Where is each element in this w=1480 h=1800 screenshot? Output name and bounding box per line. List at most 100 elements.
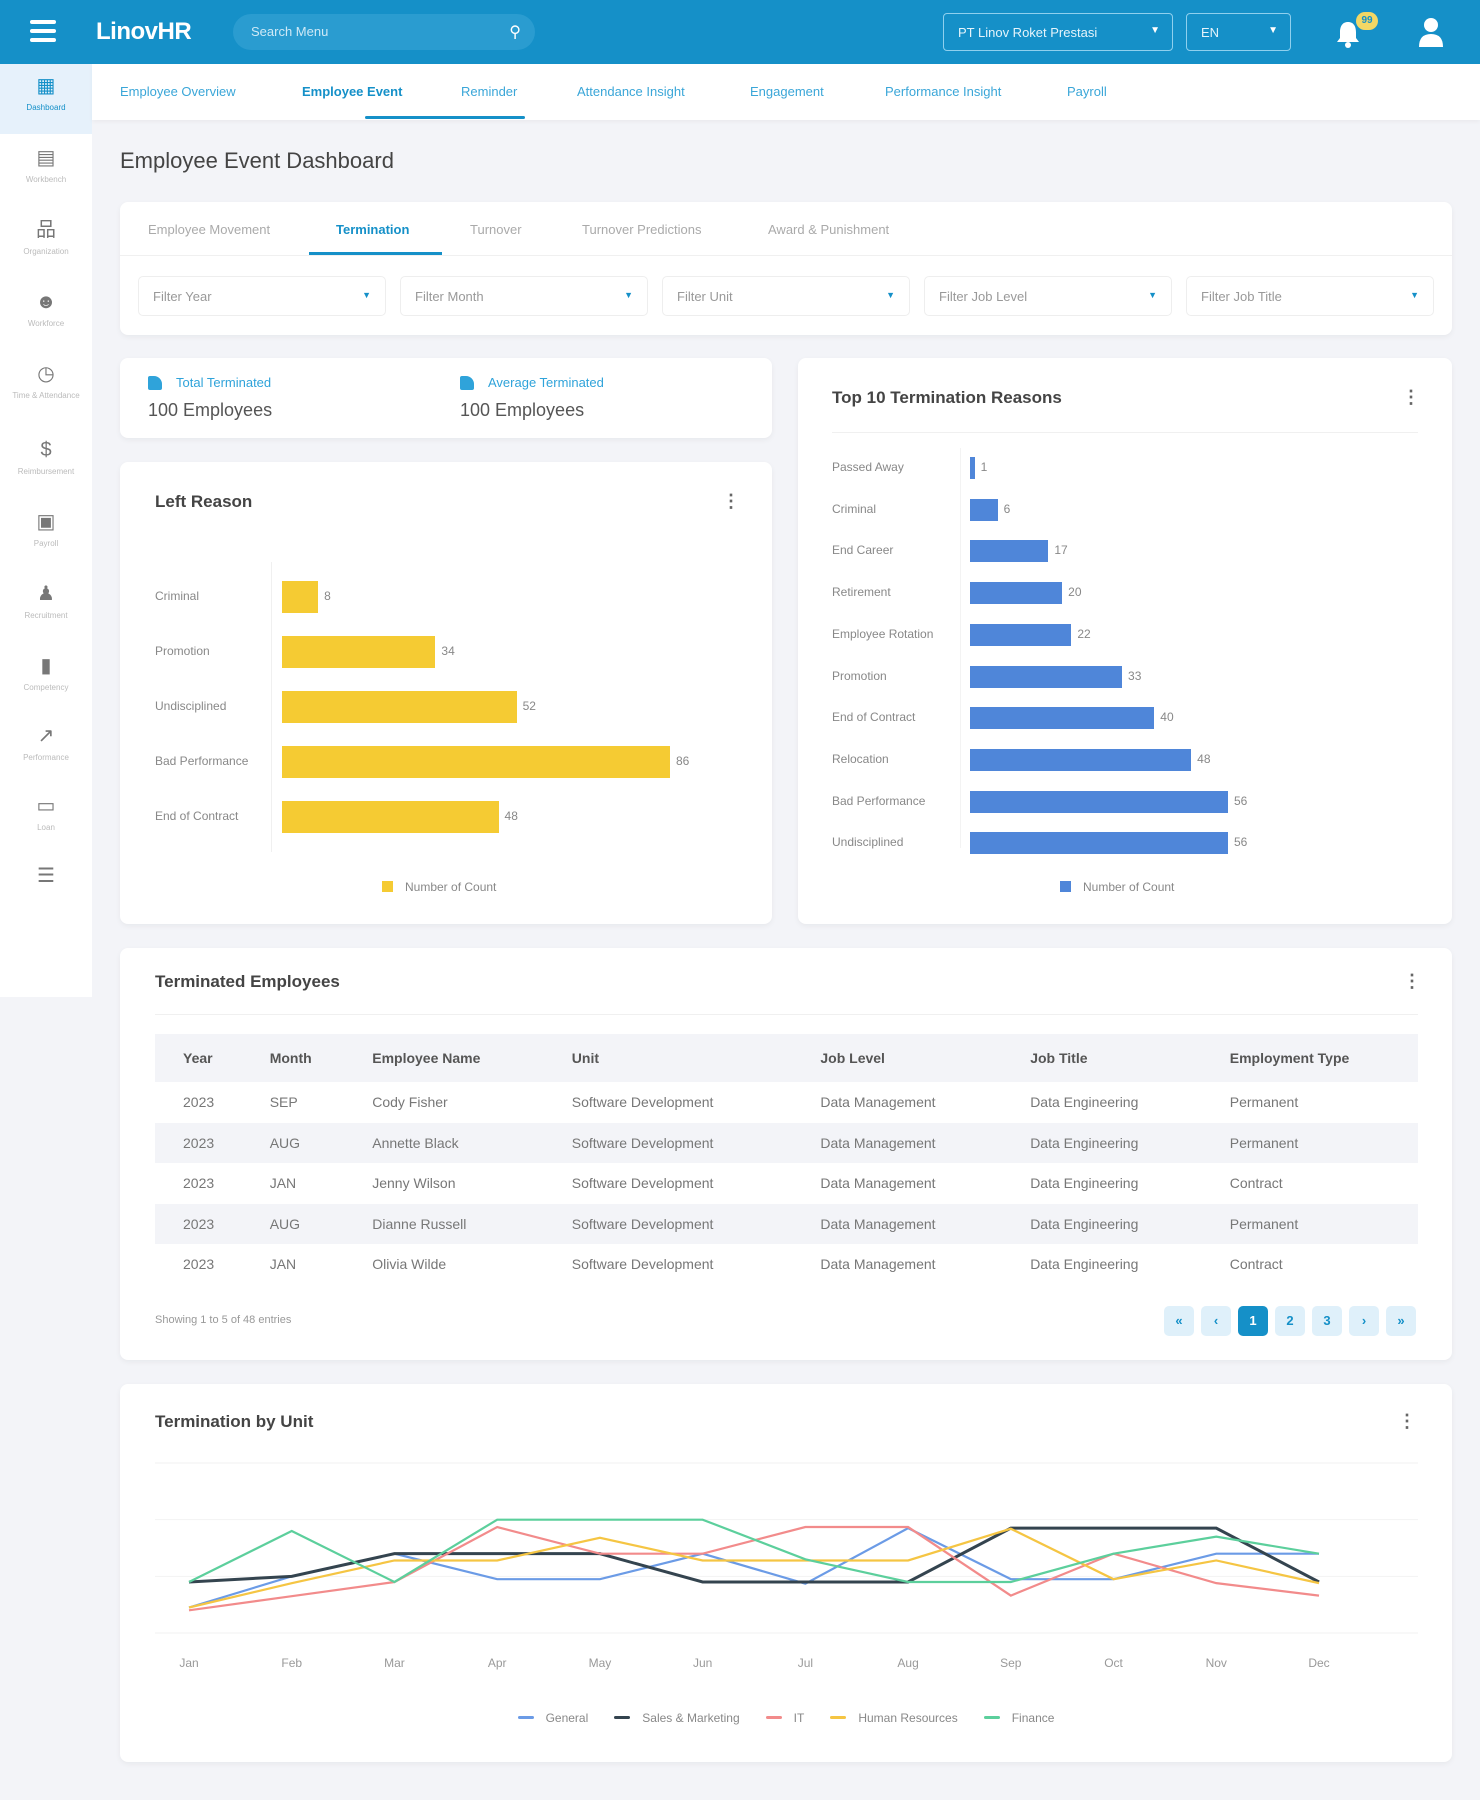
table-cell: Data Management: [820, 1175, 936, 1192]
sidebar-item-reimbursement[interactable]: $ Reimbursement: [0, 428, 92, 498]
bar[interactable]: [970, 623, 1072, 646]
company-select[interactable]: PT Linov Roket Prestasi ▼: [943, 13, 1173, 51]
bar[interactable]: [282, 746, 670, 778]
user-avatar-icon[interactable]: [1418, 16, 1444, 48]
bar[interactable]: [282, 691, 517, 723]
x-tick-label: Sep: [1000, 1656, 1022, 1670]
bar[interactable]: [282, 801, 499, 833]
tab-engagement[interactable]: Engagement: [750, 84, 824, 99]
table-row[interactable]: 2023 JAN Olivia Wilde Software Development D…: [155, 1244, 1418, 1285]
legend-item[interactable]: IT: [765, 1711, 804, 1725]
table-cell: Jenny Wilson: [372, 1175, 456, 1192]
column-header[interactable]: Month: [241, 1034, 345, 1082]
bar-label: Criminal: [832, 501, 877, 516]
column-header[interactable]: Employee Name: [344, 1034, 544, 1082]
subtab-turnover[interactable]: Turnover: [470, 222, 522, 237]
more-options-icon[interactable]: ⋮: [1402, 387, 1420, 407]
bell-icon[interactable]: [1336, 20, 1360, 48]
filter-filter-year[interactable]: Filter Year ▼: [138, 276, 386, 316]
bar[interactable]: [282, 636, 436, 668]
sidebar-item-workforce[interactable]: ☻ Workforce: [0, 280, 92, 350]
bar[interactable]: [970, 457, 975, 479]
sidebar-item-recruitment[interactable]: ♟ Recruitment: [0, 572, 92, 642]
filter-filter-job-title[interactable]: Filter Job Title ▼: [1186, 276, 1434, 316]
sidebar-item-time-attendance[interactable]: ◷ Time & Attendance: [0, 352, 92, 422]
column-header[interactable]: Job Level: [792, 1034, 1003, 1082]
legend-item[interactable]: Sales & Marketing: [614, 1711, 740, 1725]
tab-performance-insight[interactable]: Performance Insight: [885, 84, 1002, 99]
legend-item[interactable]: Finance: [983, 1711, 1055, 1725]
pagination-button[interactable]: «: [1164, 1306, 1194, 1336]
x-tick-label: Apr: [487, 1656, 507, 1670]
table-row[interactable]: 2023 AUG Dianne Russell Software Developmen…: [155, 1203, 1418, 1244]
subtab-termination[interactable]: Termination: [336, 222, 410, 237]
search-icon[interactable]: ⚲: [509, 24, 521, 41]
bar[interactable]: [970, 498, 998, 521]
tab-employee-overview[interactable]: Employee Overview: [120, 84, 236, 99]
more-options-icon[interactable]: ⋮: [1398, 1411, 1416, 1431]
pagination-button[interactable]: 1: [1238, 1306, 1268, 1336]
pagination-button[interactable]: 2: [1275, 1306, 1305, 1336]
column-header[interactable]: Job Title: [1002, 1034, 1202, 1082]
bar-value-label: 40: [1160, 710, 1174, 725]
pagination-button[interactable]: ›: [1349, 1306, 1379, 1336]
column-header[interactable]: Unit: [543, 1034, 793, 1082]
company-value: PT Linov Roket Prestasi: [958, 25, 1098, 40]
bar[interactable]: [970, 748, 1192, 771]
language-select[interactable]: EN ▼: [1186, 13, 1291, 51]
legend-label: Human Resources: [858, 1711, 958, 1725]
legend-item[interactable]: General: [517, 1711, 589, 1725]
table-row[interactable]: 2023 AUG Annette Black Software Development…: [155, 1122, 1418, 1163]
column-header[interactable]: Year: [155, 1034, 242, 1082]
bar[interactable]: [970, 707, 1155, 730]
series-line-human-resources: [188, 1527, 1320, 1609]
pagination-button[interactable]: ‹: [1201, 1306, 1231, 1336]
tab-attendance-insight[interactable]: Attendance Insight: [577, 84, 685, 99]
notification-badge: 99: [1356, 12, 1378, 30]
filter-filter-job-level[interactable]: Filter Job Level ▼: [924, 276, 1172, 316]
tab-employee-event[interactable]: Employee Event: [302, 84, 403, 99]
bar[interactable]: [970, 665, 1123, 688]
sidebar-item-organization[interactable]: 品 Organization: [0, 208, 92, 278]
legend-label: General: [545, 1711, 589, 1725]
sidebar-item-workbench[interactable]: ▤ Workbench: [0, 136, 92, 206]
sidebar: ▦ Dashboard ▤ Workbench 品 Organization ☻ Workfo…: [0, 64, 92, 997]
filter-filter-month[interactable]: Filter Month ▼: [400, 276, 648, 316]
sidebar-item-competency[interactable]: ▮ Competency: [0, 644, 92, 714]
column-header[interactable]: Employment Type: [1201, 1034, 1418, 1082]
legend-item[interactable]: Number of Count: [1060, 880, 1174, 894]
table-row[interactable]: 2023 JAN Jenny Wilson Software Development D…: [155, 1163, 1418, 1204]
table-cell: 2023: [183, 1175, 215, 1192]
tab-reminder[interactable]: Reminder: [461, 84, 518, 99]
bar[interactable]: [970, 582, 1063, 605]
tab-payroll[interactable]: Payroll: [1067, 84, 1107, 99]
sidebar-item-more[interactable]: ☰: [0, 854, 92, 924]
bar[interactable]: [970, 832, 1228, 855]
sidebar-item-loan[interactable]: ▭ Loan: [0, 784, 92, 854]
search-input[interactable]: Search Menu ⚲: [233, 14, 535, 50]
x-tick-label: Jul: [797, 1656, 814, 1670]
bar[interactable]: [970, 540, 1049, 563]
table-cell: Permanent: [1201, 1203, 1418, 1244]
subtab-turnover-predictions[interactable]: Turnover Predictions: [582, 222, 702, 237]
sidebar-item-performance[interactable]: ↗ Performance: [0, 714, 92, 784]
legend-item[interactable]: Number of Count: [382, 880, 496, 894]
bar[interactable]: [970, 790, 1228, 813]
subtab-employee-movement[interactable]: Employee Movement: [148, 222, 271, 237]
sidebar-item-dashboard[interactable]: ▦ Dashboard: [0, 64, 92, 134]
legend-label: Finance: [1011, 1711, 1055, 1725]
subtab-award-punishment[interactable]: Award & Punishment: [768, 222, 890, 237]
table-cell: Software Development: [571, 1256, 714, 1273]
pagination-button[interactable]: 3: [1312, 1306, 1342, 1336]
more-options-icon[interactable]: ⋮: [1403, 971, 1421, 991]
hamburger-menu-icon[interactable]: [30, 20, 56, 42]
top-reasons-card: Top 10 Termination Reasons ⋮ Passed Away…: [798, 358, 1452, 924]
bar[interactable]: [282, 581, 319, 613]
table-cell: 2023: [183, 1256, 215, 1273]
table-row[interactable]: 2023 SEP Cody Fisher Software Development Da…: [155, 1082, 1418, 1123]
more-options-icon[interactable]: ⋮: [722, 491, 740, 511]
legend-item[interactable]: Human Resources: [830, 1711, 958, 1725]
sidebar-item-payroll[interactable]: ▣ Payroll: [0, 500, 92, 570]
filter-filter-unit[interactable]: Filter Unit ▼: [662, 276, 910, 316]
pagination-button[interactable]: »: [1386, 1306, 1416, 1336]
